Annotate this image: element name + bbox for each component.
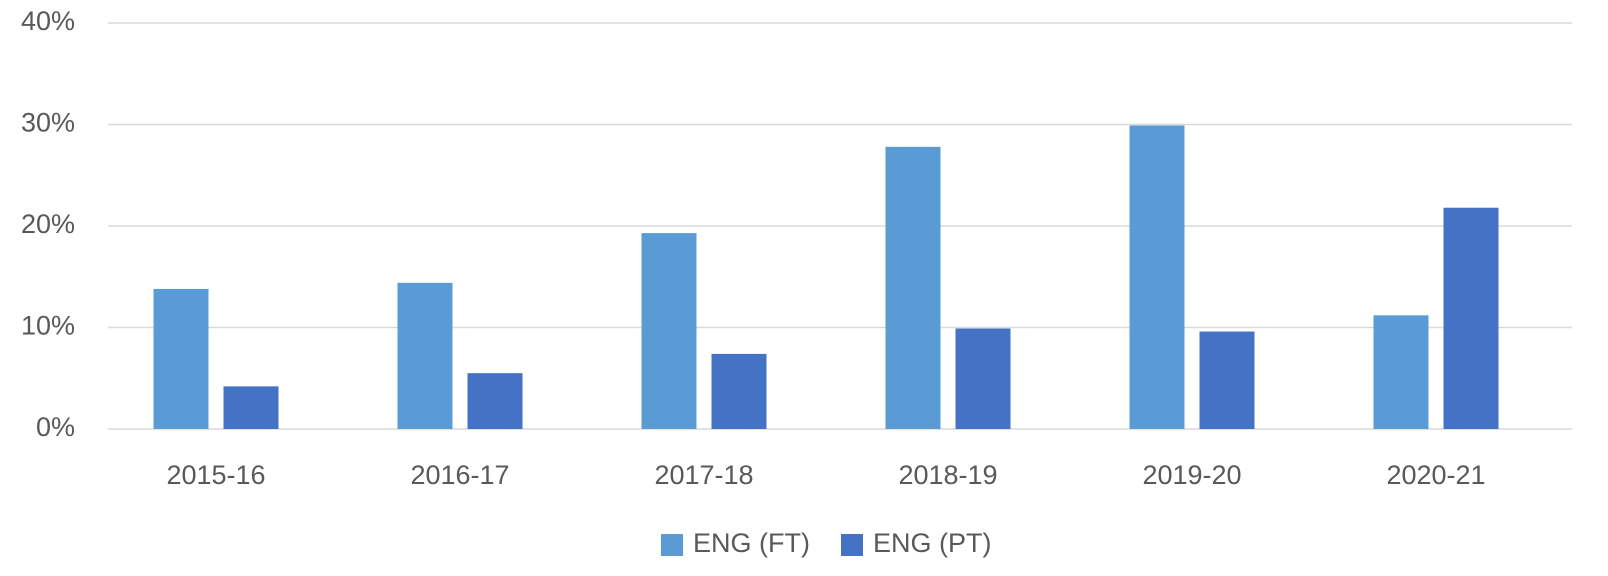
bar (1199, 331, 1255, 429)
bar (1373, 315, 1429, 429)
x-tick-label: 2018-19 (898, 460, 997, 490)
x-tick-label: 2020-21 (1386, 460, 1485, 490)
y-tick-label: 40% (21, 6, 75, 36)
x-tick-label: 2015-16 (166, 460, 265, 490)
bar (711, 353, 767, 429)
bar (397, 282, 453, 429)
y-tick-label: 0% (36, 412, 75, 442)
legend-swatch (841, 534, 863, 556)
bar (153, 288, 209, 429)
y-tick-label: 30% (21, 108, 75, 138)
x-tick-label: 2019-20 (1142, 460, 1241, 490)
bar (467, 373, 523, 429)
x-tick-label: 2016-17 (410, 460, 509, 490)
x-tick-label: 2017-18 (654, 460, 753, 490)
bar (1443, 207, 1499, 429)
y-tick-label: 20% (21, 209, 75, 239)
legend-label: ENG (PT) (873, 528, 992, 558)
legend-label: ENG (FT) (693, 528, 810, 558)
bar (1129, 125, 1185, 429)
bar (885, 146, 941, 429)
y-tick-label: 10% (21, 311, 75, 341)
bar (641, 233, 697, 429)
bar (223, 386, 279, 429)
bar (955, 328, 1011, 429)
legend-swatch (661, 534, 683, 556)
